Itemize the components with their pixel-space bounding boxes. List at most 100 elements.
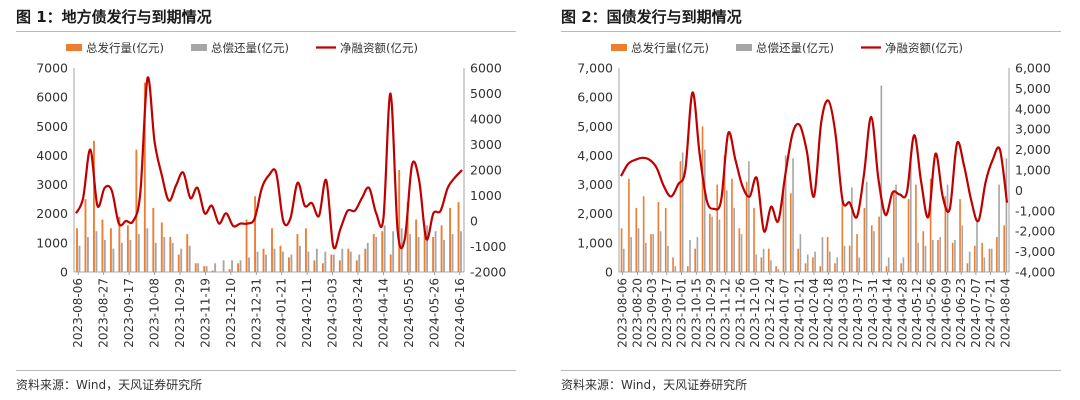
- issuance-bar: [118, 216, 121, 272]
- issuance-bar: [194, 263, 197, 272]
- repayment-bar: [434, 231, 437, 272]
- repayment-bar: [637, 228, 640, 272]
- issuance-bar: [709, 213, 711, 272]
- repayment-bar: [777, 269, 780, 272]
- x-tick-label: 2024-05-26: [925, 278, 939, 348]
- issuance-bar: [834, 263, 836, 272]
- issuance-bar: [186, 234, 189, 272]
- y-right-tick-label: 6,000: [1015, 61, 1051, 76]
- repayment-bar: [298, 245, 301, 272]
- issuance-bar: [848, 245, 851, 272]
- issuance-bar: [856, 234, 858, 272]
- repayment-bar: [87, 237, 89, 272]
- repayment-bar: [748, 161, 750, 272]
- x-tick-label: 2024-07-07: [969, 278, 983, 348]
- issuance-bar: [959, 199, 961, 272]
- repayment-bar: [725, 190, 728, 272]
- repayment-bar: [265, 254, 267, 272]
- x-tick-label: 2024-03-24: [351, 278, 365, 348]
- figure-2-source: 资料来源：Wind，天风证券研究所: [561, 378, 748, 392]
- y-right-tick-label: 1,000: [1015, 163, 1051, 178]
- repayment-bar: [239, 260, 242, 272]
- repayment-bar: [689, 239, 691, 272]
- issuance-bar: [790, 193, 792, 272]
- repayment-bar: [366, 242, 369, 272]
- x-tick-label: 2023-09-17: [660, 278, 674, 348]
- repayment-bar: [358, 254, 361, 272]
- repayment-bar: [630, 237, 632, 272]
- issuance-bar: [440, 225, 443, 272]
- repayment-bar: [836, 257, 838, 272]
- x-tick-label: 2023-12-24: [763, 278, 777, 348]
- issuance-bar: [841, 199, 844, 272]
- issuance-bar: [338, 260, 341, 272]
- legend-item-1: 总偿还量(亿元): [736, 41, 834, 55]
- y-right-tick-label: 2000: [470, 163, 502, 178]
- issuance-bar: [878, 216, 880, 272]
- y-right-tick-label: 6000: [470, 61, 502, 76]
- y-left-tick-label: 3,000: [577, 177, 613, 192]
- repayment-bar: [383, 225, 386, 272]
- legend-label: 总发行量(亿元): [86, 41, 164, 55]
- y-left-tick-label: 2,000: [577, 206, 613, 221]
- issuance-bar: [347, 248, 350, 272]
- issuance-bar: [398, 170, 401, 272]
- issuance-bar: [775, 266, 777, 272]
- y-right-tick-label: -1000: [470, 239, 506, 254]
- issuance-bar: [915, 184, 917, 272]
- repayment-bar: [909, 161, 912, 272]
- issuance-bar: [686, 266, 689, 272]
- issuance-bar: [135, 149, 138, 272]
- issuance-bar: [966, 263, 969, 272]
- issuance-bar: [372, 234, 375, 272]
- figure-1-panel: 图 1：地方债发行与到期情况 总发行量(亿元) 总偿还量(亿元) 净融资额(亿元) 0…: [16, 0, 536, 400]
- repayment-bar: [770, 260, 772, 272]
- issuance-bar: [929, 178, 932, 272]
- legend-item-1: 总偿还量(亿元): [191, 41, 289, 55]
- repayment-bar: [315, 248, 318, 272]
- repayment-bar: [829, 251, 831, 272]
- legend-item-2: 净融资额(亿元): [861, 41, 963, 55]
- repayment-bar: [188, 245, 191, 272]
- figure-1-source: 资料来源：Wind，天风证券研究所: [16, 378, 203, 392]
- repayment-bar: [961, 225, 964, 272]
- issuance-bar: [152, 207, 155, 272]
- x-tick-label: 2023-08-06: [616, 278, 630, 348]
- issuance-bar: [701, 126, 704, 273]
- repayment-bar: [137, 234, 140, 272]
- repayment-bar: [792, 158, 794, 272]
- repayment-bar: [858, 257, 861, 272]
- legend-item-0: 总发行量(亿元): [66, 41, 164, 55]
- x-tick-label: 2023-09-03: [645, 278, 659, 348]
- issuance-bar: [731, 178, 733, 272]
- repayment-bar: [718, 219, 721, 272]
- issuance-bar: [288, 257, 290, 272]
- issuance-bar: [423, 225, 426, 272]
- repayment-bar: [711, 216, 713, 272]
- x-tick-label: 2024-02-04: [807, 278, 821, 348]
- repayment-bar: [733, 207, 735, 272]
- issuance-bar: [84, 199, 87, 272]
- issuance-bar: [203, 266, 206, 272]
- repayment-bar: [932, 239, 934, 272]
- legend-swatch: [66, 44, 82, 51]
- issuance-bar: [782, 184, 785, 272]
- x-tick-label: 2024-07-21: [984, 278, 998, 348]
- issuance-bar: [432, 237, 435, 272]
- x-tick-label: 2024-06-09: [939, 278, 953, 348]
- issuance-bar: [657, 202, 660, 272]
- figure-2-top-rule: [561, 31, 1061, 32]
- issuance-bar: [126, 225, 129, 272]
- issuance-bar: [304, 228, 307, 272]
- issuance-bar: [863, 207, 866, 272]
- repayment-bar: [307, 251, 310, 272]
- y-right-tick-label: 3000: [470, 137, 502, 152]
- issuance-bar: [760, 257, 763, 272]
- legend-label: 总发行量(亿元): [631, 41, 709, 55]
- legend-label: 总偿还量(亿元): [756, 41, 834, 55]
- issuance-bar: [672, 257, 674, 272]
- issuance-bar: [296, 234, 299, 272]
- repayment-bar: [895, 184, 897, 272]
- repayment-bar: [645, 242, 647, 272]
- x-tick-label: 2023-08-27: [97, 278, 111, 348]
